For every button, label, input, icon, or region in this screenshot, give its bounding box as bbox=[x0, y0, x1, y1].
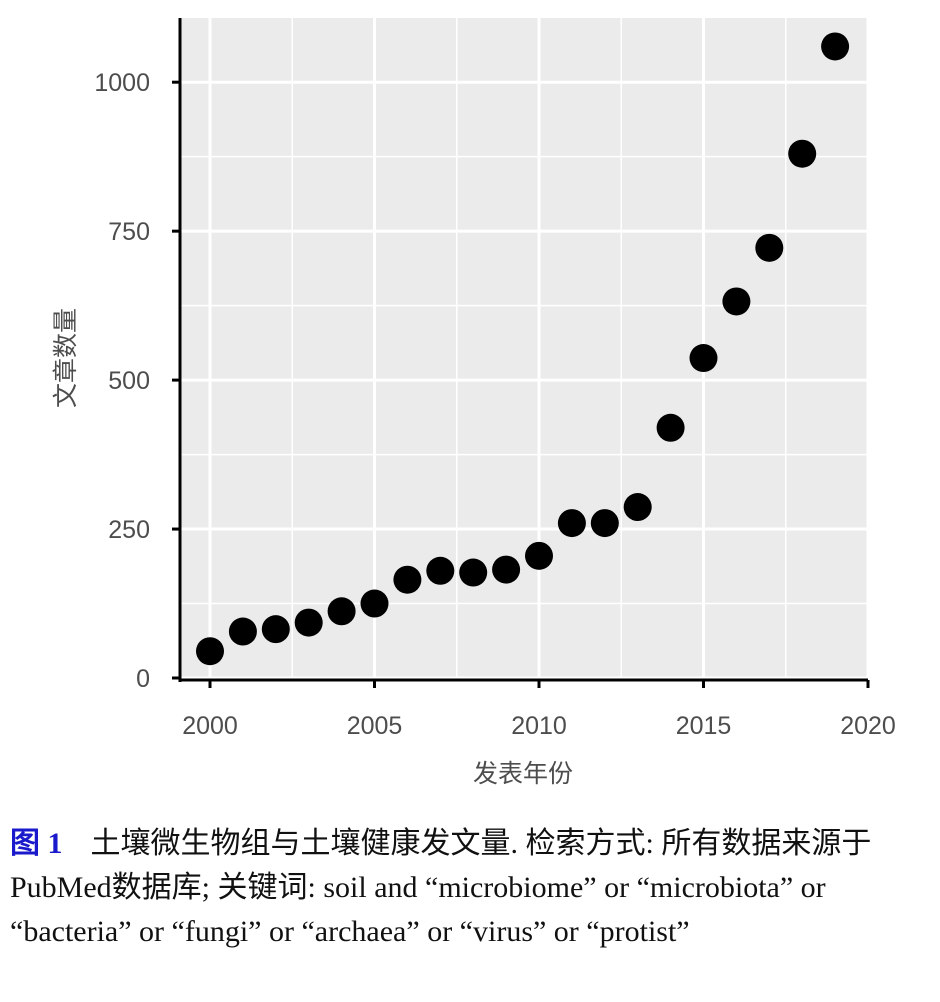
y-tick-label: 250 bbox=[108, 516, 150, 544]
data-point bbox=[459, 558, 488, 587]
y-tick-label: 1000 bbox=[94, 69, 150, 97]
data-point bbox=[261, 615, 290, 644]
data-point bbox=[360, 589, 389, 618]
x-tick-label: 2015 bbox=[676, 712, 732, 740]
data-point bbox=[294, 608, 323, 637]
axes bbox=[178, 18, 868, 682]
x-tick-label: 2000 bbox=[182, 712, 238, 740]
y-tick-label: 750 bbox=[108, 218, 150, 246]
data-point bbox=[656, 413, 685, 442]
data-point bbox=[327, 597, 356, 626]
y-tick-label: 500 bbox=[108, 367, 150, 395]
grid-lines bbox=[180, 18, 870, 680]
data-point bbox=[722, 287, 751, 316]
data-point bbox=[689, 344, 718, 373]
figure-label: 图 1 bbox=[10, 827, 63, 860]
data-point bbox=[426, 556, 455, 585]
caption-text: 土壤微生物组与土壤健康发文量. 检索方式: 所有数据来源于PubMed数据库; … bbox=[10, 827, 872, 948]
x-tick-label: 2005 bbox=[347, 712, 403, 740]
figure-caption: 图 1 土壤微生物组与土壤健康发文量. 检索方式: 所有数据来源于PubMed数据… bbox=[10, 822, 932, 954]
y-axis-title: 文章数量 bbox=[51, 308, 80, 408]
data-point bbox=[755, 233, 784, 262]
data-point bbox=[788, 139, 817, 168]
data-point bbox=[557, 509, 586, 538]
data-points bbox=[196, 32, 850, 666]
x-tick-label: 2020 bbox=[840, 712, 896, 740]
y-tick-label: 0 bbox=[136, 665, 150, 693]
data-point bbox=[623, 493, 652, 522]
axis-ticks: 2000 2005 2010 2015 2020 0 250 500 750 1000 bbox=[94, 69, 895, 740]
data-point bbox=[525, 541, 553, 570]
x-tick-label: 2010 bbox=[511, 712, 567, 740]
data-point bbox=[492, 555, 521, 584]
plot-panel bbox=[180, 18, 868, 680]
x-axis-title: 发表年份 bbox=[473, 759, 573, 788]
data-point bbox=[821, 32, 850, 61]
data-point bbox=[590, 509, 619, 538]
data-point bbox=[228, 617, 257, 646]
data-point bbox=[393, 565, 422, 594]
data-point bbox=[196, 637, 224, 666]
